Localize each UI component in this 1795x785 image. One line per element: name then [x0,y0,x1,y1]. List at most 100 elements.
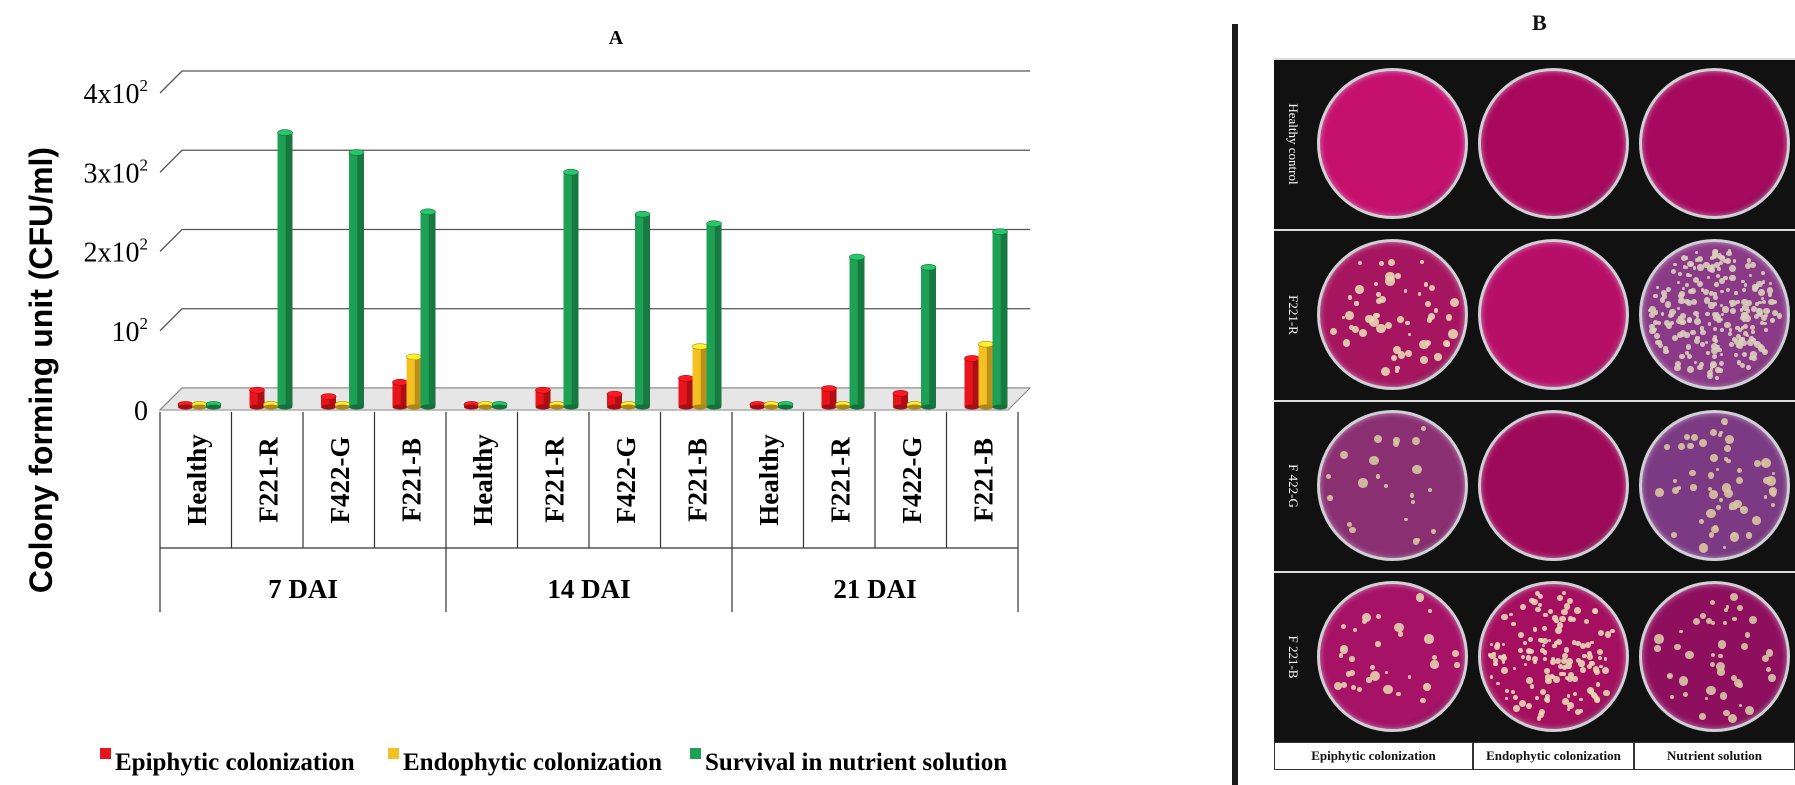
colony [1587,653,1594,660]
colony [1729,341,1735,347]
colony [1684,350,1689,355]
colony [1706,508,1716,519]
gridline [159,228,1030,252]
colony [1592,608,1599,615]
colony [1708,532,1715,538]
colony [1433,308,1439,313]
colony [1712,525,1719,531]
colony [1765,648,1774,657]
colony [1385,271,1395,282]
colony [1556,639,1563,645]
category-label: F422-G [325,437,355,524]
colony [1553,676,1561,683]
plate-column-label: Nutrient solution [1634,742,1795,770]
colony [1717,668,1725,676]
colony [1544,696,1551,703]
colony [1369,455,1380,466]
colony [1709,367,1714,371]
colony [1729,532,1740,542]
row-divider [1274,229,1795,231]
colony [1678,272,1682,277]
colony [1736,476,1744,484]
colony [1709,256,1714,261]
colony [1741,642,1749,651]
category-label: Healthy [182,434,212,526]
colony [1539,638,1545,644]
colony [1681,286,1685,291]
plate-column-label: Endophytic colonization [1473,742,1634,770]
colony [1556,622,1564,629]
colony [1653,310,1659,315]
colony [1710,653,1715,658]
legend-swatch [690,748,701,759]
colony [1578,708,1584,714]
colony [1603,656,1608,661]
colony [1726,459,1731,464]
colony [1351,684,1357,690]
colony [1693,266,1697,270]
colony [1703,297,1711,304]
colony [1527,637,1533,643]
colony [1565,662,1572,670]
colony [1587,663,1592,669]
colony [1745,705,1754,715]
colony [1553,640,1558,646]
colony [1536,716,1541,721]
colony [1751,285,1758,292]
bar [277,129,293,410]
colony [1384,484,1389,489]
bar [920,264,937,410]
colony [1580,667,1586,673]
plate-grid: Healthy control F221-R F 422-G F 221-B Epiph… [1274,58,1795,770]
category-label: F221-B [682,438,712,522]
colony [1345,671,1352,677]
colony [1712,312,1717,318]
colony [1687,365,1695,373]
colony [1721,255,1725,260]
colony [1733,352,1739,358]
bar [749,401,766,410]
petri-dish [1639,68,1790,219]
colony [1763,328,1768,333]
colony [1424,340,1431,347]
colony [1665,322,1673,330]
colony [1357,260,1363,266]
colony [1719,303,1723,307]
colony [1496,681,1500,686]
colony [1375,641,1381,647]
colony [1715,273,1720,278]
colony [1719,353,1723,357]
colony [1504,697,1508,701]
colony [1376,292,1381,297]
colony [1707,265,1714,273]
colony [1584,641,1591,648]
colony [1740,326,1745,330]
colony [1423,282,1429,287]
colony [1674,643,1681,651]
colony [1723,275,1728,281]
colony [1493,643,1500,650]
colony [1746,309,1750,313]
bar [906,401,923,410]
gridline [159,149,1030,173]
colony [1357,687,1362,693]
bar [563,168,579,410]
colony [1715,344,1720,350]
colony [1424,634,1434,644]
colony [1693,276,1700,283]
colony [1736,360,1741,365]
colony [1520,603,1527,610]
colony [1684,434,1691,441]
colony [1396,691,1401,696]
colony [1718,433,1722,438]
colony [1348,670,1355,676]
colony [1610,628,1615,634]
colony [1754,313,1760,320]
colony [1738,328,1743,332]
colony [1696,255,1703,262]
colony [1698,543,1709,553]
colony [1666,674,1671,678]
colony [1700,329,1706,336]
colony [1340,623,1347,629]
colony [1685,344,1692,350]
